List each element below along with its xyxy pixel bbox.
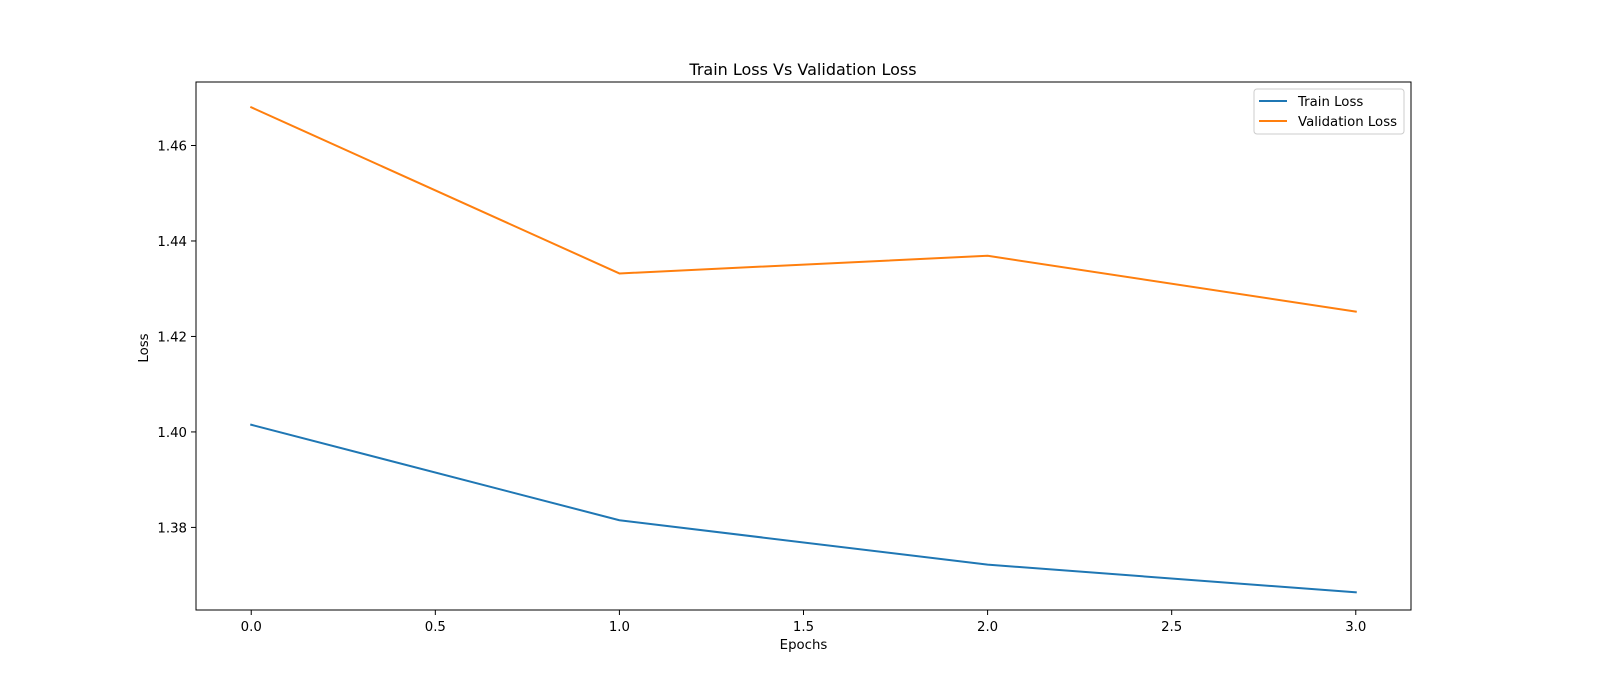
y-axis-label: Loss (137, 333, 152, 362)
legend: Train Loss Validation Loss (1253, 88, 1405, 135)
y-tick-label: 1.46 (157, 139, 187, 154)
chart-title: Train Loss Vs Validation Loss (688, 60, 916, 79)
x-tick-label: 3.0 (1345, 620, 1366, 635)
x-tick-label: 0.5 (425, 620, 446, 635)
x-tick-label: 2.0 (977, 620, 998, 635)
y-tick-label: 1.42 (157, 330, 187, 345)
legend-label: Train Loss (1297, 95, 1363, 110)
y-tick-label: 1.40 (157, 426, 187, 441)
ticks-group: 0.0 0.5 1.0 1.5 2.0 2.5 3.0 1.38 1.40 1.42 1.44 1.4… (157, 139, 1366, 635)
x-tick-label: 1.0 (609, 620, 630, 635)
x-tick-label: 2.5 (1161, 620, 1182, 635)
legend-label: Validation Loss (1298, 115, 1397, 130)
series-line-train-loss (250, 423, 1357, 594)
y-tick-label: 1.44 (157, 235, 187, 250)
y-tick-label: 1.38 (157, 521, 187, 536)
axes-frame (195, 81, 1412, 611)
legend-box (1253, 88, 1405, 135)
x-tick-label: 1.5 (793, 620, 814, 635)
series-line-validation-loss (249, 105, 1357, 313)
x-axis-label: Epochs (780, 638, 828, 653)
series-group (249, 105, 1357, 594)
x-tick-label: 0.0 (241, 620, 262, 635)
